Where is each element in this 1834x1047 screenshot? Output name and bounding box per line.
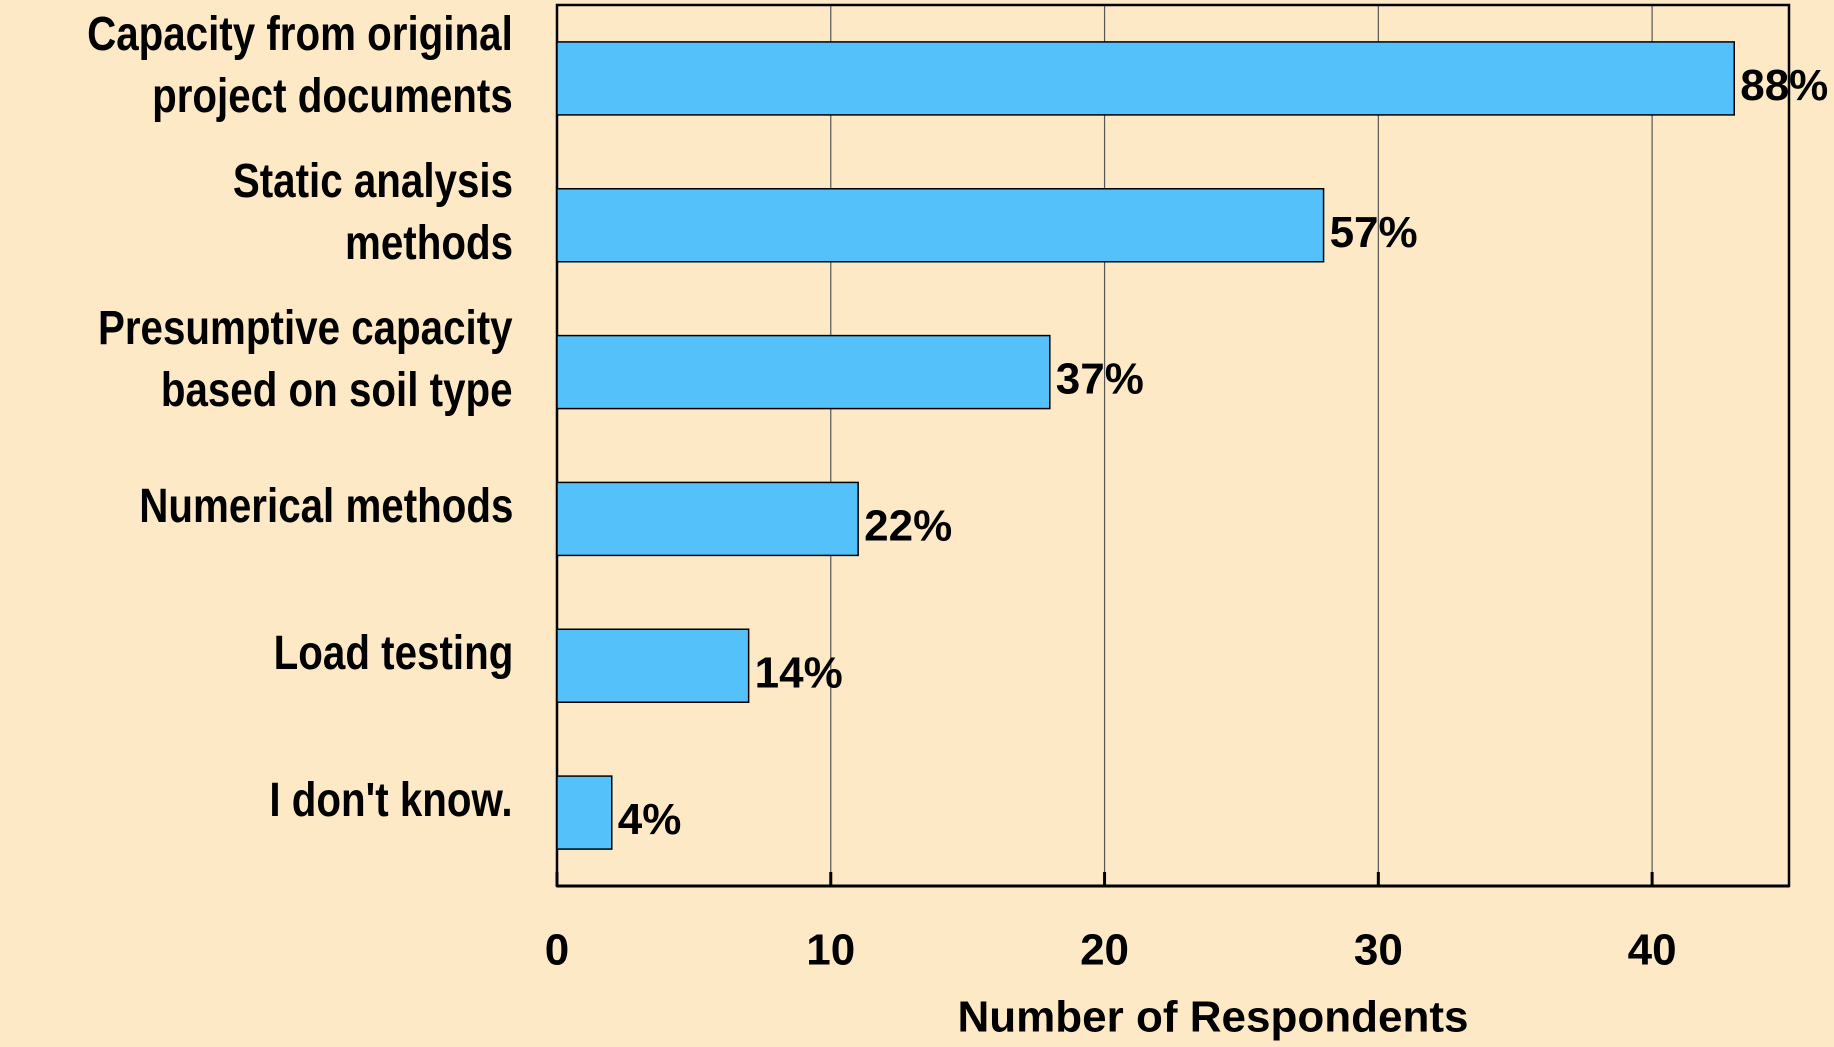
y-tick-label: Load testing (273, 626, 513, 680)
y-tick-label: I don't know. (269, 773, 513, 827)
y-tick-label: Presumptive capacity based on soil type (98, 302, 513, 418)
x-tick-label: 10 (806, 926, 855, 975)
plot-frame (555, 3, 1791, 888)
y-tick-label: Numerical methods (138, 479, 513, 533)
bar (556, 188, 1325, 263)
bar (556, 628, 750, 703)
bar-annotation: 14% (755, 648, 843, 697)
bar-annotation: 88% (1740, 61, 1828, 110)
x-tick-label: 20 (1080, 926, 1129, 975)
bar (556, 775, 613, 850)
bar-annotation: 57% (1330, 208, 1418, 257)
x-axis-label: Number of Respondents (958, 993, 1469, 1042)
bar-annotation: 22% (864, 502, 952, 551)
bar (556, 41, 1735, 116)
x-tick-label: 30 (1354, 926, 1403, 975)
bar-annotation: 4% (618, 795, 682, 844)
bar (556, 481, 859, 557)
bar-annotation: 37% (1056, 355, 1144, 404)
y-tick-label: Capacity from original project documents (87, 8, 513, 124)
x-tick-label: 0 (545, 926, 569, 975)
x-tick-label: 40 (1628, 926, 1677, 975)
bar (556, 334, 1051, 410)
y-tick-label: Static analysis methods (232, 155, 513, 271)
